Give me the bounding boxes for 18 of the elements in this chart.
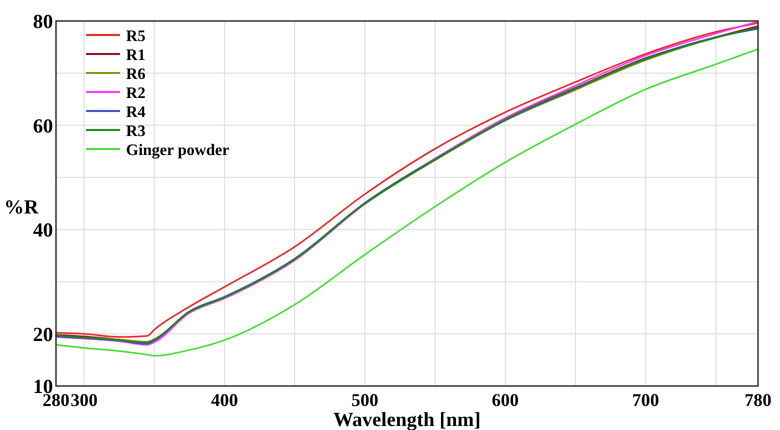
x-tick-label: 500	[351, 390, 378, 410]
legend-label: R3	[126, 123, 146, 140]
y-tick-label: 20	[33, 324, 53, 346]
legend-label: R5	[126, 28, 146, 45]
y-tick-label: 60	[33, 115, 53, 138]
x-tick-label: 300	[70, 390, 98, 410]
x-tick-label: 400	[210, 390, 238, 410]
y-tick-label: 40	[33, 220, 53, 242]
y-tick-label: 80	[33, 11, 53, 33]
legend-label: Ginger powder	[126, 142, 230, 159]
legend-label: R4	[126, 104, 146, 121]
x-tick-label: 700	[632, 390, 660, 410]
x-tick-label: 780	[744, 390, 772, 410]
legend-label: R2	[126, 85, 146, 102]
x-tick-label: 600	[492, 390, 519, 410]
y-axis-title: %R	[4, 196, 39, 218]
legend-label: R1	[126, 47, 146, 64]
legend-label: R6	[126, 66, 146, 83]
